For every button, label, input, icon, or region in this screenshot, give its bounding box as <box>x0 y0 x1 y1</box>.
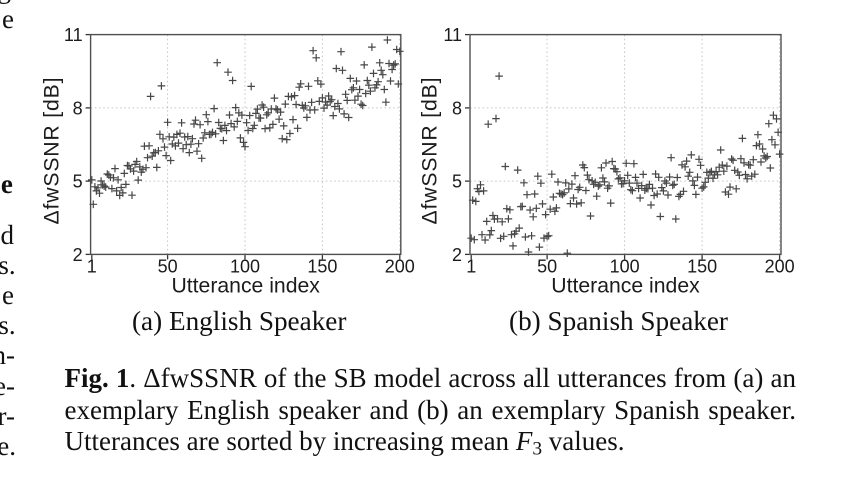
svg-text:2: 2 <box>73 245 83 265</box>
svg-text:5: 5 <box>452 172 462 192</box>
svg-text:ΔfwSSNR [dB]: ΔfwSSNR [dB] <box>419 78 442 225</box>
svg-text:100: 100 <box>610 257 640 277</box>
svg-text:11: 11 <box>443 25 462 45</box>
svg-text:50: 50 <box>158 257 178 277</box>
svg-text:ΔfwSSNR [dB]: ΔfwSSNR [dB] <box>41 78 64 225</box>
svg-text:100: 100 <box>230 257 260 277</box>
svg-text:5: 5 <box>73 172 83 192</box>
svg-text:200: 200 <box>385 257 415 277</box>
svg-text:Utterance index: Utterance index <box>171 275 320 298</box>
svg-text:2: 2 <box>452 245 462 265</box>
svg-text:200: 200 <box>765 257 795 277</box>
svg-text:1: 1 <box>466 257 476 277</box>
svg-text:150: 150 <box>307 257 337 277</box>
svg-text:Utterance index: Utterance index <box>551 275 700 298</box>
svg-text:50: 50 <box>537 257 557 277</box>
svg-text:8: 8 <box>73 98 83 118</box>
svg-text:1: 1 <box>87 257 97 277</box>
svg-text:150: 150 <box>687 257 717 277</box>
svg-text:8: 8 <box>452 98 462 118</box>
svg-text:11: 11 <box>64 25 83 45</box>
